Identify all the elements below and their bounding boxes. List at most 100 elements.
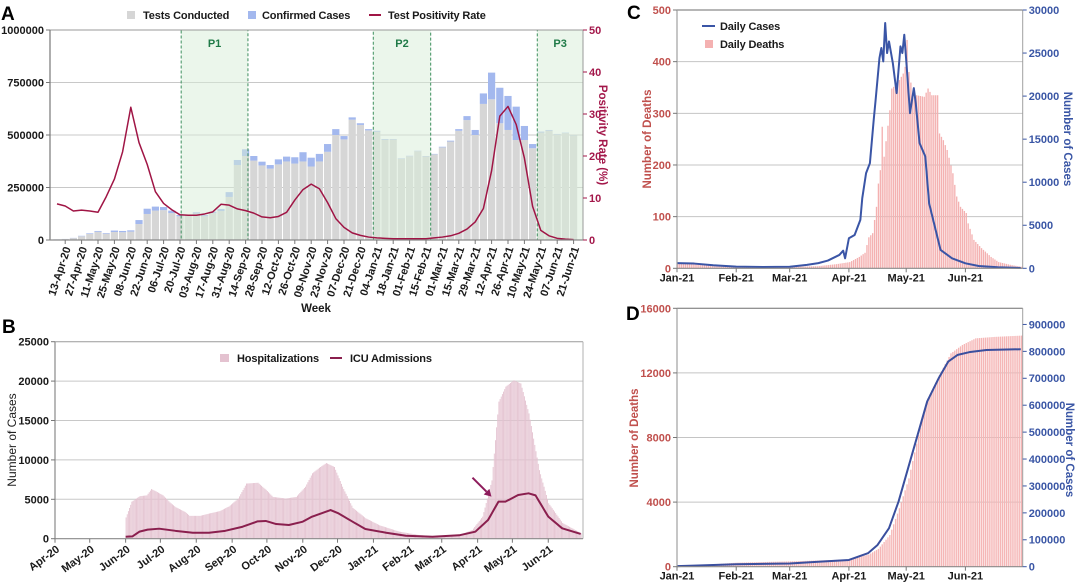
hospitalizations-bar xyxy=(181,510,183,539)
hospitalizations-bar xyxy=(576,530,577,539)
daily-deaths-bar xyxy=(828,264,830,269)
daily-deaths-bar xyxy=(715,265,717,269)
daily-deaths-bar xyxy=(677,263,679,269)
cumulative-deaths-bar xyxy=(910,469,912,567)
cumulative-deaths-bar xyxy=(982,337,985,567)
hospitalizations-bar xyxy=(525,400,527,539)
daily-deaths-bar xyxy=(707,264,710,269)
y-right-tick-label: 200000 xyxy=(1029,508,1066,520)
hospitalizations-bar xyxy=(556,514,558,539)
daily-deaths-bar xyxy=(891,88,893,269)
hospitalizations-bar xyxy=(217,511,219,539)
y-right-tick-label: 5000 xyxy=(1029,220,1053,232)
daily-deaths-bar xyxy=(986,253,988,269)
cumulative-deaths-bar xyxy=(925,405,927,567)
hospitalizations-bar xyxy=(449,535,451,539)
hospitalizations-bar xyxy=(562,522,564,539)
cumulative-deaths-bar xyxy=(992,337,994,567)
hospitalizations-bar xyxy=(241,492,243,539)
cumulative-deaths-bar xyxy=(816,560,818,567)
hospitalizations-bar xyxy=(471,530,473,539)
cumulative-deaths-bar xyxy=(938,374,941,567)
daily-deaths-bar xyxy=(681,263,683,269)
hospitalizations-bar xyxy=(342,486,344,539)
hospitalizations-bar xyxy=(323,464,325,539)
hospitalizations-bar xyxy=(141,495,143,539)
hospitalizations-bar xyxy=(218,511,220,539)
daily-deaths-bar xyxy=(839,263,841,269)
daily-deaths-bar xyxy=(877,183,880,269)
hospitalizations-bar xyxy=(505,386,507,539)
y-left-tick-label: 20000 xyxy=(18,376,49,388)
confirmed-cases-bar xyxy=(250,156,258,161)
confirmed-cases-bar xyxy=(127,230,135,232)
hospitalizations-bar xyxy=(225,508,227,539)
hospitalizations-bar xyxy=(335,469,337,539)
hospitalizations-bar xyxy=(321,466,323,539)
y-left-tick-label: 0 xyxy=(38,235,44,247)
hospitalizations-bar xyxy=(352,507,354,539)
daily-deaths-bar xyxy=(938,133,941,269)
hospitalizations-bar xyxy=(329,464,331,539)
hospitalizations-bar xyxy=(283,498,285,539)
daily-deaths-bar xyxy=(818,266,820,269)
hospitalizations-bar xyxy=(453,535,455,539)
daily-deaths-bar xyxy=(950,165,952,269)
hospitalizations-bar xyxy=(265,489,267,539)
confirmed-cases-bar xyxy=(315,153,323,162)
daily-deaths-bar xyxy=(952,173,954,269)
cumulative-deaths-bar xyxy=(893,524,895,567)
hospitalizations-bar xyxy=(523,396,525,539)
hospitalizations-bar xyxy=(309,477,311,539)
hospitalizations-bar xyxy=(473,528,474,539)
hospitalizations-bar xyxy=(573,529,575,539)
y-right-tick-label: 20 xyxy=(589,151,601,163)
hospitalizations-bar xyxy=(159,493,161,539)
hospitalizations-bar xyxy=(189,515,191,539)
hospitalizations-bar xyxy=(232,503,234,539)
cumulative-deaths-bar xyxy=(1001,336,1004,567)
hospitalizations-bar xyxy=(231,504,232,539)
hospitalizations-bar xyxy=(178,508,180,539)
hospitalizations-bar xyxy=(317,468,319,539)
cumulative-deaths-bar xyxy=(1009,336,1011,567)
cumulative-deaths-bar xyxy=(881,544,883,567)
cumulative-deaths-bar xyxy=(978,338,981,567)
hospitalizations-bar xyxy=(133,500,135,539)
daily-deaths-bar xyxy=(724,265,727,269)
hospitalizations-bar xyxy=(294,497,296,539)
cumulative-deaths-bar xyxy=(854,557,857,567)
hospitalizations-bar xyxy=(137,497,139,539)
hospitalizations-bar xyxy=(180,509,181,539)
panel-d: D 0 4000 8000 12000 16000 0 100000 200000 300000… xyxy=(626,303,1075,582)
hospitalizations-bar xyxy=(319,467,320,539)
daily-deaths-bar xyxy=(799,266,801,269)
cumulative-deaths-bar xyxy=(948,356,950,567)
hospitalizations-bar xyxy=(506,385,508,539)
panel-letter-c: C xyxy=(627,3,641,24)
daily-deaths-bar xyxy=(870,235,872,269)
tests-conducted-bar xyxy=(315,161,323,240)
hospitalizations-bar xyxy=(557,516,559,539)
confirmed-cases-bar xyxy=(356,123,364,125)
hospitalizations-bar xyxy=(234,501,236,539)
hospitalizations-bar xyxy=(275,497,276,539)
daily-deaths-bar xyxy=(988,255,990,269)
hospitalizations-bar xyxy=(310,475,312,539)
hospitalizations-bar xyxy=(448,535,450,539)
hospitalizations-bar xyxy=(482,516,484,539)
daily-deaths-bar xyxy=(894,85,897,269)
hospitalizations-bar xyxy=(259,484,261,539)
daily-deaths-bar xyxy=(856,257,859,269)
daily-deaths-bar xyxy=(826,265,828,269)
hospitalizations-bar xyxy=(155,491,157,539)
confirmed-cases-bar xyxy=(479,93,487,104)
hospitalizations-bar xyxy=(251,483,253,539)
cumulative-deaths-bar xyxy=(839,559,841,567)
tests-conducted-bar xyxy=(78,236,86,240)
daily-deaths-bar xyxy=(692,264,694,269)
cumulative-deaths-bar xyxy=(990,337,992,567)
daily-deaths-bar xyxy=(852,260,855,269)
y-left-tick-label: 4000 xyxy=(647,497,671,509)
confirmed-cases-bar xyxy=(504,95,512,130)
